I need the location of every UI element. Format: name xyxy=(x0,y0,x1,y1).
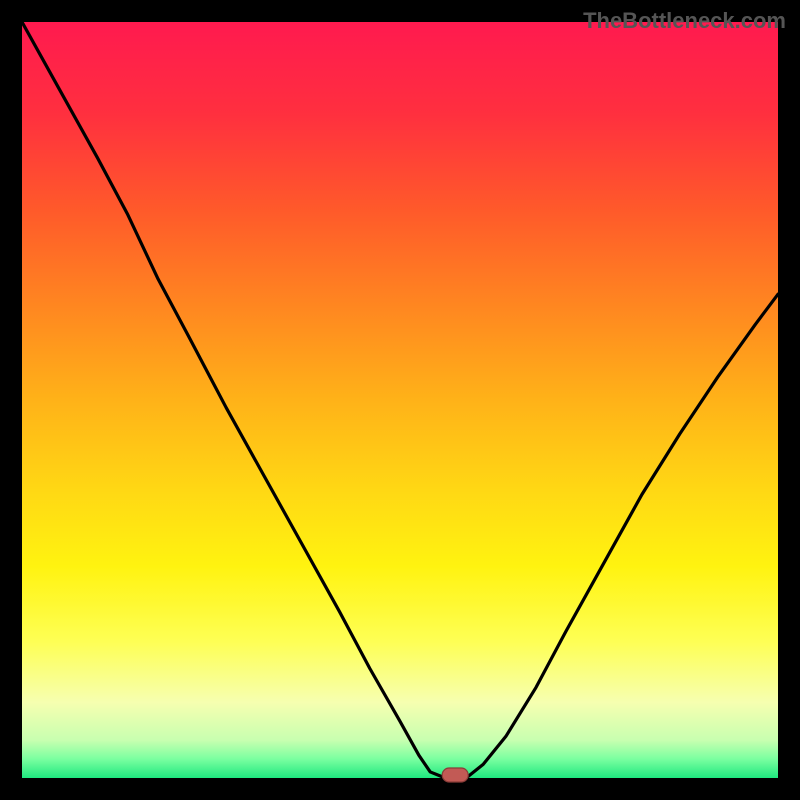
bottleneck-chart xyxy=(0,0,800,800)
chart-stage: TheBottleneck.com xyxy=(0,0,800,800)
current-config-marker xyxy=(442,768,468,782)
chart-background xyxy=(22,22,778,778)
watermark-text: TheBottleneck.com xyxy=(583,8,786,34)
